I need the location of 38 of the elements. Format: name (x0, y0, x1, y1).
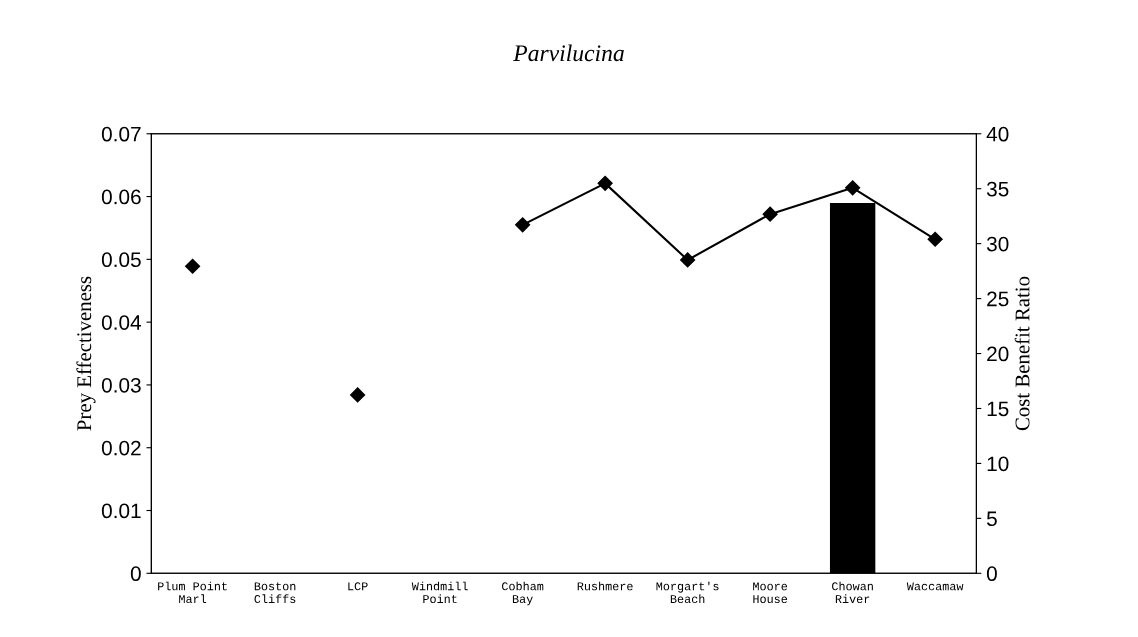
x-tick-label: Cobham Bay (502, 581, 544, 606)
point (597, 175, 613, 191)
y2-tick-label: 0 (986, 566, 997, 582)
y-tick-label: 0.07 (101, 126, 141, 142)
point (515, 217, 531, 233)
x-tick-label: Moore House (753, 582, 788, 604)
y-axis-title: Prey Effectiveness (76, 276, 96, 431)
y2-tick-label: 30 (986, 236, 1009, 252)
y2-tick-label: 25 (987, 291, 1009, 307)
y-tick-label: 0.06 (101, 189, 141, 205)
point (350, 387, 366, 403)
y2-tick-label: 20 (987, 346, 1009, 362)
y2-tick-label: 5 (986, 511, 997, 527)
y-tick-label: 0.01 (101, 503, 141, 519)
x-tick-label: Plum Point Marl (158, 581, 227, 604)
chart-title: Parvilucina (513, 44, 624, 62)
y2-axis-title: Cost Benefit Ratio (1014, 276, 1030, 431)
y2-tick-label: 10 (987, 456, 1009, 472)
y-tick-label: 0 (130, 566, 141, 582)
x-tick-label: Waccamaw (906, 582, 964, 591)
point (185, 258, 201, 274)
point (762, 206, 778, 222)
y2-tick-label: 15 (987, 401, 1009, 417)
x-tick-label: LCP (348, 582, 368, 591)
y-tick-label: 0.05 (101, 252, 141, 268)
x-tick-label: Rushmere (577, 581, 633, 591)
y2-tick-label: 40 (986, 126, 1009, 142)
point (927, 231, 943, 247)
y2-tick-label: 35 (986, 181, 1009, 197)
y-tick-label: 0.04 (101, 315, 142, 330)
x-tick-label: Chowan River (832, 581, 873, 604)
point (680, 252, 696, 268)
x-tick-label: Morgart's Beach (656, 581, 719, 604)
x-tick-label: Windmill Point (411, 581, 468, 604)
y-tick-label: 0.03 (101, 377, 141, 393)
y-tick-label: 0.02 (101, 440, 141, 456)
x-tick-label: Boston Cliffs (254, 582, 296, 604)
point (845, 180, 861, 196)
